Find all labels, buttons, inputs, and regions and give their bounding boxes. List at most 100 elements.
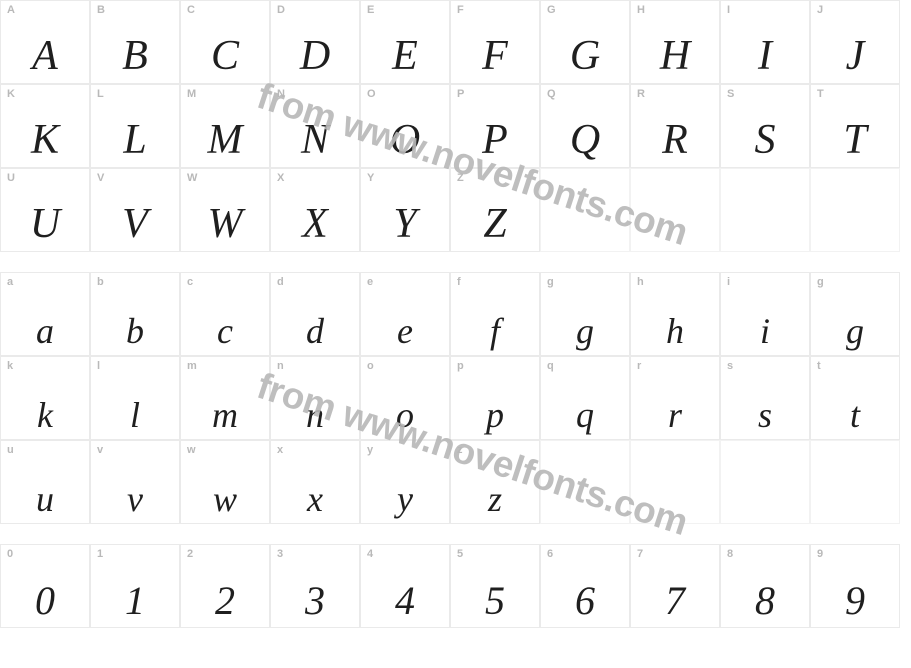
cell-label: e <box>367 276 373 288</box>
glyph-cell: vv <box>90 440 180 524</box>
glyph-cell: cc <box>180 272 270 356</box>
glyph-cell: JJ <box>810 0 900 84</box>
cell-glyph: g <box>541 313 629 349</box>
glyph-cell: ff <box>450 272 540 356</box>
glyph-cell <box>810 168 900 252</box>
cell-glyph: k <box>1 397 89 433</box>
cell-glyph: B <box>91 35 179 77</box>
glyph-cell: ss <box>720 356 810 440</box>
cell-label: D <box>277 4 285 16</box>
glyph-cell: 00 <box>0 544 90 628</box>
cell-glyph: i <box>721 313 809 349</box>
glyph-cell: VV <box>90 168 180 252</box>
glyph-cell: SS <box>720 84 810 168</box>
cell-glyph: 2 <box>181 581 269 621</box>
cell-label: o <box>367 360 374 372</box>
glyph-cell: uu <box>0 440 90 524</box>
cell-glyph: H <box>631 35 719 77</box>
glyph-cell: pp <box>450 356 540 440</box>
font-character-map: AABBCCDDEEFFGGHHIIJJKKLLMMNNOOPPQQRRSSTT… <box>0 0 911 668</box>
glyph-cell: TT <box>810 84 900 168</box>
cell-label: E <box>367 4 374 16</box>
cell-label: l <box>97 360 100 372</box>
glyph-cell: KK <box>0 84 90 168</box>
glyph-cell: dd <box>270 272 360 356</box>
cell-glyph: y <box>361 481 449 517</box>
cell-label: A <box>7 4 15 16</box>
glyph-cell: GG <box>540 0 630 84</box>
glyph-cell: hh <box>630 272 720 356</box>
cell-glyph: q <box>541 397 629 433</box>
glyph-cell: OO <box>360 84 450 168</box>
cell-glyph: K <box>1 119 89 161</box>
cell-label: 3 <box>277 548 283 560</box>
glyph-cell: zz <box>450 440 540 524</box>
cell-label: b <box>97 276 104 288</box>
glyph-cell: rr <box>630 356 720 440</box>
cell-glyph: h <box>631 313 719 349</box>
glyph-cell: ll <box>90 356 180 440</box>
glyph-cell: HH <box>630 0 720 84</box>
cell-glyph: 6 <box>541 581 629 621</box>
glyph-cell: UU <box>0 168 90 252</box>
glyph-cell: ww <box>180 440 270 524</box>
cell-label: B <box>97 4 105 16</box>
section-spacer <box>0 524 911 544</box>
cell-label: k <box>7 360 13 372</box>
glyph-cell: AA <box>0 0 90 84</box>
cell-glyph: E <box>361 35 449 77</box>
glyph-cell: gg <box>810 272 900 356</box>
glyph-cell <box>630 440 720 524</box>
glyph-cell: LL <box>90 84 180 168</box>
cell-label: a <box>7 276 13 288</box>
cell-label: 6 <box>547 548 553 560</box>
cell-label: n <box>277 360 284 372</box>
cell-label: g <box>817 276 824 288</box>
cell-label: O <box>367 88 376 100</box>
cell-label: J <box>817 4 823 16</box>
cell-glyph: P <box>451 119 539 161</box>
cell-glyph: p <box>451 397 539 433</box>
cell-label: Z <box>457 172 464 184</box>
cell-label: w <box>187 444 196 456</box>
cell-label: m <box>187 360 197 372</box>
cell-glyph: d <box>271 313 359 349</box>
cell-glyph: Z <box>451 203 539 245</box>
cell-label: g <box>547 276 554 288</box>
cell-label: 4 <box>367 548 373 560</box>
glyph-cell: 55 <box>450 544 540 628</box>
glyph-cell: kk <box>0 356 90 440</box>
uppercase-section: AABBCCDDEEFFGGHHIIJJKKLLMMNNOOPPQQRRSSTT… <box>0 0 911 252</box>
cell-glyph: r <box>631 397 719 433</box>
cell-glyph: e <box>361 313 449 349</box>
cell-label: u <box>7 444 14 456</box>
cell-label: S <box>727 88 734 100</box>
cell-glyph: W <box>181 203 269 245</box>
cell-label: x <box>277 444 283 456</box>
cell-glyph: T <box>811 119 899 161</box>
cell-label: 5 <box>457 548 463 560</box>
cell-glyph: I <box>721 35 809 77</box>
glyph-cell: 33 <box>270 544 360 628</box>
glyph-cell: YY <box>360 168 450 252</box>
cell-glyph: a <box>1 313 89 349</box>
glyph-cell: 88 <box>720 544 810 628</box>
glyph-cell: xx <box>270 440 360 524</box>
glyph-cell <box>540 440 630 524</box>
glyph-cell: oo <box>360 356 450 440</box>
cell-label: X <box>277 172 284 184</box>
cell-label: U <box>7 172 15 184</box>
glyph-cell: tt <box>810 356 900 440</box>
cell-label: C <box>187 4 195 16</box>
cell-label: R <box>637 88 645 100</box>
section-spacer <box>0 252 911 272</box>
glyph-cell: mm <box>180 356 270 440</box>
glyph-cell <box>720 168 810 252</box>
cell-glyph: N <box>271 119 359 161</box>
cell-glyph: X <box>271 203 359 245</box>
glyph-cell: WW <box>180 168 270 252</box>
cell-glyph: Y <box>361 203 449 245</box>
cell-glyph: n <box>271 397 359 433</box>
cell-label: V <box>97 172 104 184</box>
glyph-cell: gg <box>540 272 630 356</box>
